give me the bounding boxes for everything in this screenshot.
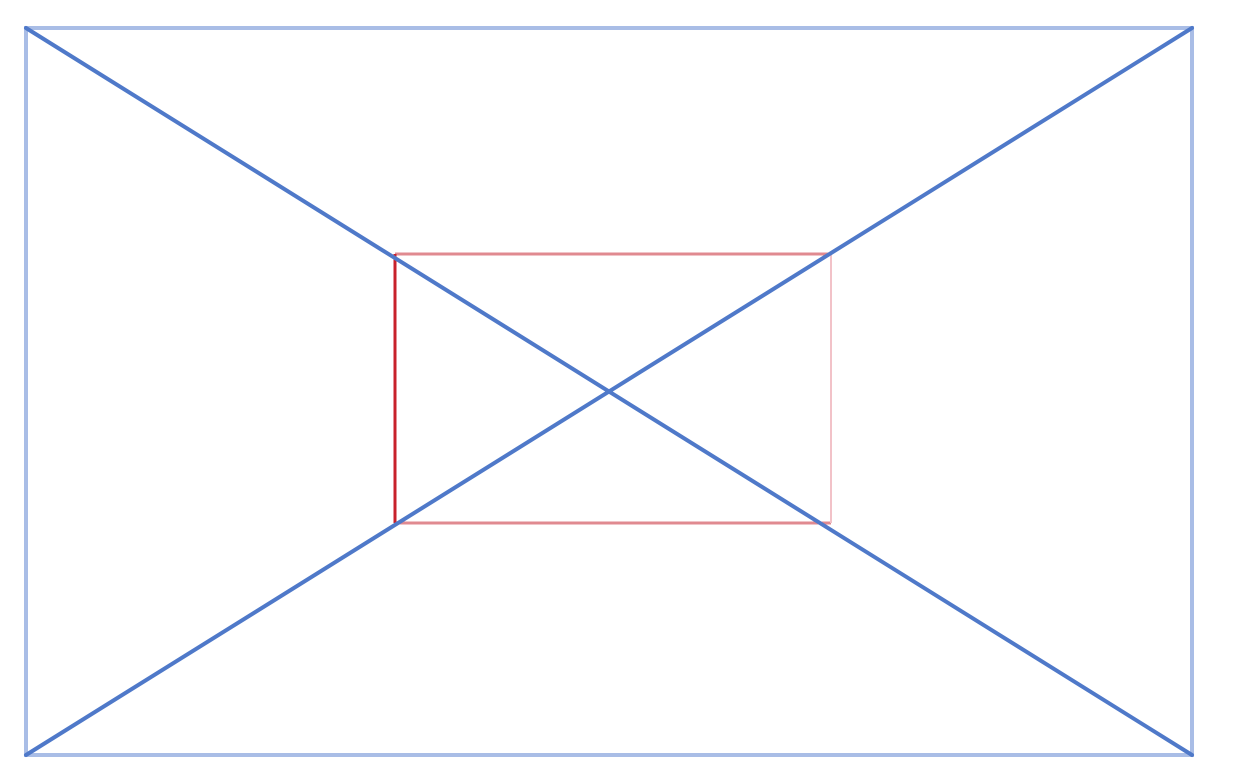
outer-frame xyxy=(24,26,1194,757)
diagonal-bottom-left-to-top-right xyxy=(24,26,1194,757)
